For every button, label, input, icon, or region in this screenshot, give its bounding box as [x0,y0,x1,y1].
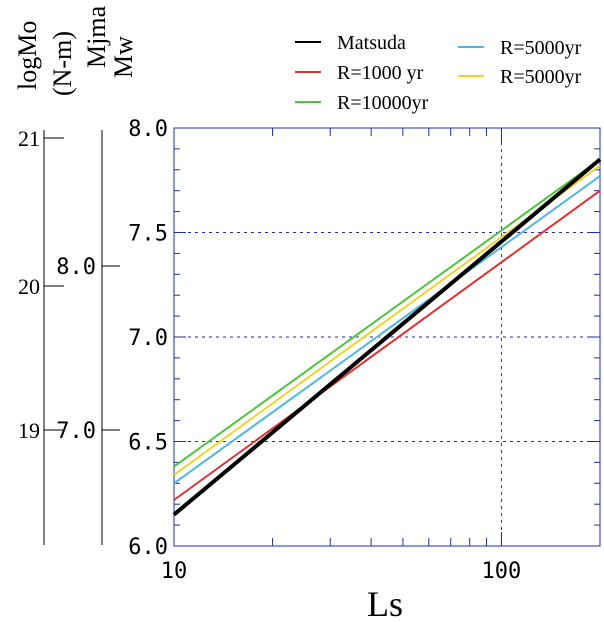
x-axis-label: Ls [367,584,403,622]
legend: Matsuda R=1000 yr R=10000yr R=5000yr R=5000y… [295,32,582,114]
mjma-label: Mjma [82,5,111,68]
y-tick-label-4: 8.0 [128,117,168,142]
y-tick-label-2: 7.0 [128,326,168,351]
logmo-label-line1: logMo [13,21,42,90]
mjma-tick-label-1: 7.0 [56,419,96,444]
x-tick-label-0: 10 [161,559,188,584]
legend-label-3: R=5000yr [500,37,582,59]
legend-label-1: R=1000 yr [337,62,424,84]
series-line-0 [172,157,602,517]
y-tick-label-0: 6.0 [128,535,168,560]
y-tick-label-1: 6.5 [128,431,168,456]
x-tick-label-1: 100 [482,559,522,584]
y-tick-label-3: 7.5 [128,222,168,247]
legend-label-4: R=5000yr [500,66,582,88]
legend-label-0: Matsuda [337,32,406,54]
plot-area: 6.0 6.5 7.0 7.5 8.0 10 100 Ls [128,117,602,622]
logmo-tick-label-1: 20 [18,274,40,299]
logmo-label-line2: (N-m) [48,31,77,96]
legend-label-2: R=10000yr [337,92,429,114]
mw-label: Mw [109,36,138,78]
series-line-3 [173,175,601,485]
side-axes: logMo (N-m) Mjma Mw 21 20 19 8.0 7.0 [13,5,138,545]
series-line-1 [173,189,601,501]
logmo-tick-label-0: 21 [18,126,40,151]
series-line-2 [173,158,601,468]
logmo-tick-label-2: 19 [18,418,40,443]
mjma-tick-label-0: 8.0 [56,255,96,280]
